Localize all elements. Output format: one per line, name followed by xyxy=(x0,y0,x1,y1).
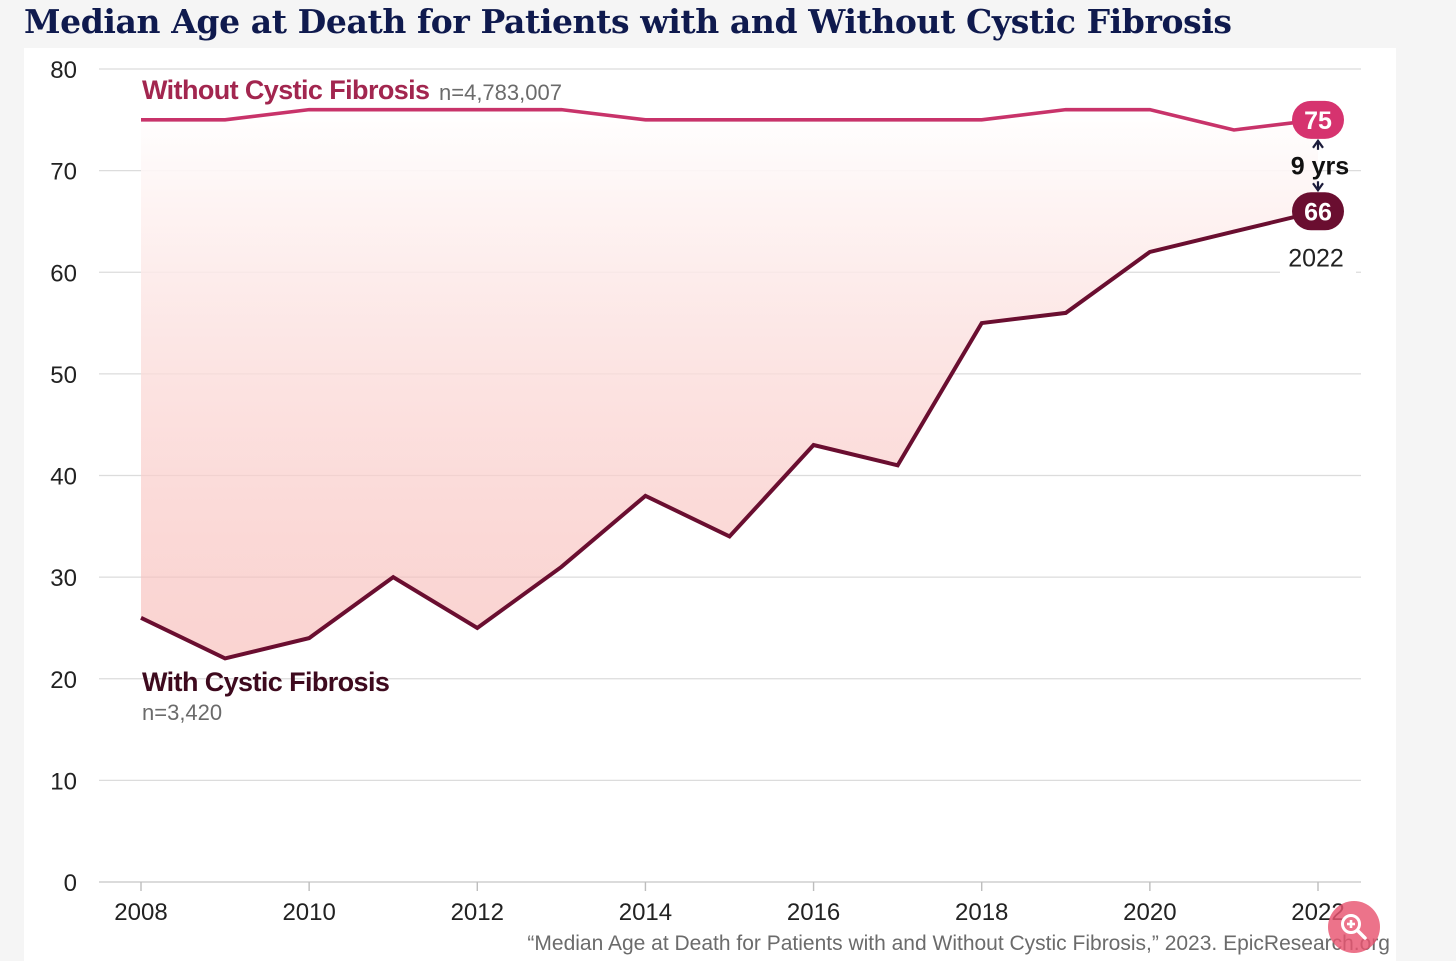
y-tick-label-10: 10 xyxy=(50,768,77,795)
y-tick-label-30: 30 xyxy=(50,565,77,592)
y-tick-label-20: 20 xyxy=(50,667,77,694)
chart-title: Median Age at Death for Patients with an… xyxy=(24,2,1232,41)
axes: 0 10 20 30 40 50 60 70 80 2008 2010 2012 2014 2016 201… xyxy=(50,57,1361,926)
x-tick-label-2014: 2014 xyxy=(619,899,672,926)
zoom-in-icon xyxy=(1341,914,1367,940)
x-tick-label-2008: 2008 xyxy=(114,899,167,926)
gap-shading xyxy=(141,109,1318,659)
x-tick-label-2010: 2010 xyxy=(282,899,335,926)
series-line-without-cf xyxy=(141,107,1319,132)
y-tick-label-60: 60 xyxy=(50,260,77,287)
gap-area xyxy=(141,109,1318,659)
end-badge-without-cf xyxy=(1292,100,1344,139)
series-labels: Without Cystic Fibrosis n=4,783,007 With C… xyxy=(142,75,562,725)
end-badge-with-cf xyxy=(1292,192,1344,231)
gap-arrow-up-head xyxy=(1312,138,1324,149)
x-tick-label-2018: 2018 xyxy=(955,899,1008,926)
end-annotations: 75 66 9 yrs 2022 xyxy=(1280,100,1356,274)
gap-arrow-down-head xyxy=(1312,182,1324,193)
end-year-backing xyxy=(1280,239,1356,274)
series-label-with-cf: With Cystic Fibrosis xyxy=(142,667,389,697)
x-tick-label-2020: 2020 xyxy=(1123,899,1176,926)
y-tick-label-0: 0 xyxy=(64,870,77,897)
series-n-without-cf: n=4,783,007 xyxy=(439,80,562,105)
end-year-label: 2022 xyxy=(1288,244,1344,272)
x-tick-label-2012: 2012 xyxy=(451,899,504,926)
zoom-button[interactable] xyxy=(1328,901,1380,953)
source-citation: “Median Age at Death for Patients with a… xyxy=(527,932,1390,955)
y-tick-label-50: 50 xyxy=(50,362,77,389)
x-tick-label-2016: 2016 xyxy=(787,899,840,926)
series-label-without-cf: Without Cystic Fibrosis xyxy=(142,75,429,105)
y-tick-label-70: 70 xyxy=(50,159,77,186)
series-n-with-cf: n=3,420 xyxy=(142,700,222,725)
y-tick-label-80: 80 xyxy=(50,57,77,84)
end-badge-label-with-cf: 66 xyxy=(1304,198,1332,226)
y-tick-label-40: 40 xyxy=(50,464,77,491)
end-badge-label-without-cf: 75 xyxy=(1304,107,1332,135)
gap-label: 9 yrs xyxy=(1291,153,1349,181)
series-lines xyxy=(140,107,1319,661)
series-line-with-cf xyxy=(140,209,1319,661)
